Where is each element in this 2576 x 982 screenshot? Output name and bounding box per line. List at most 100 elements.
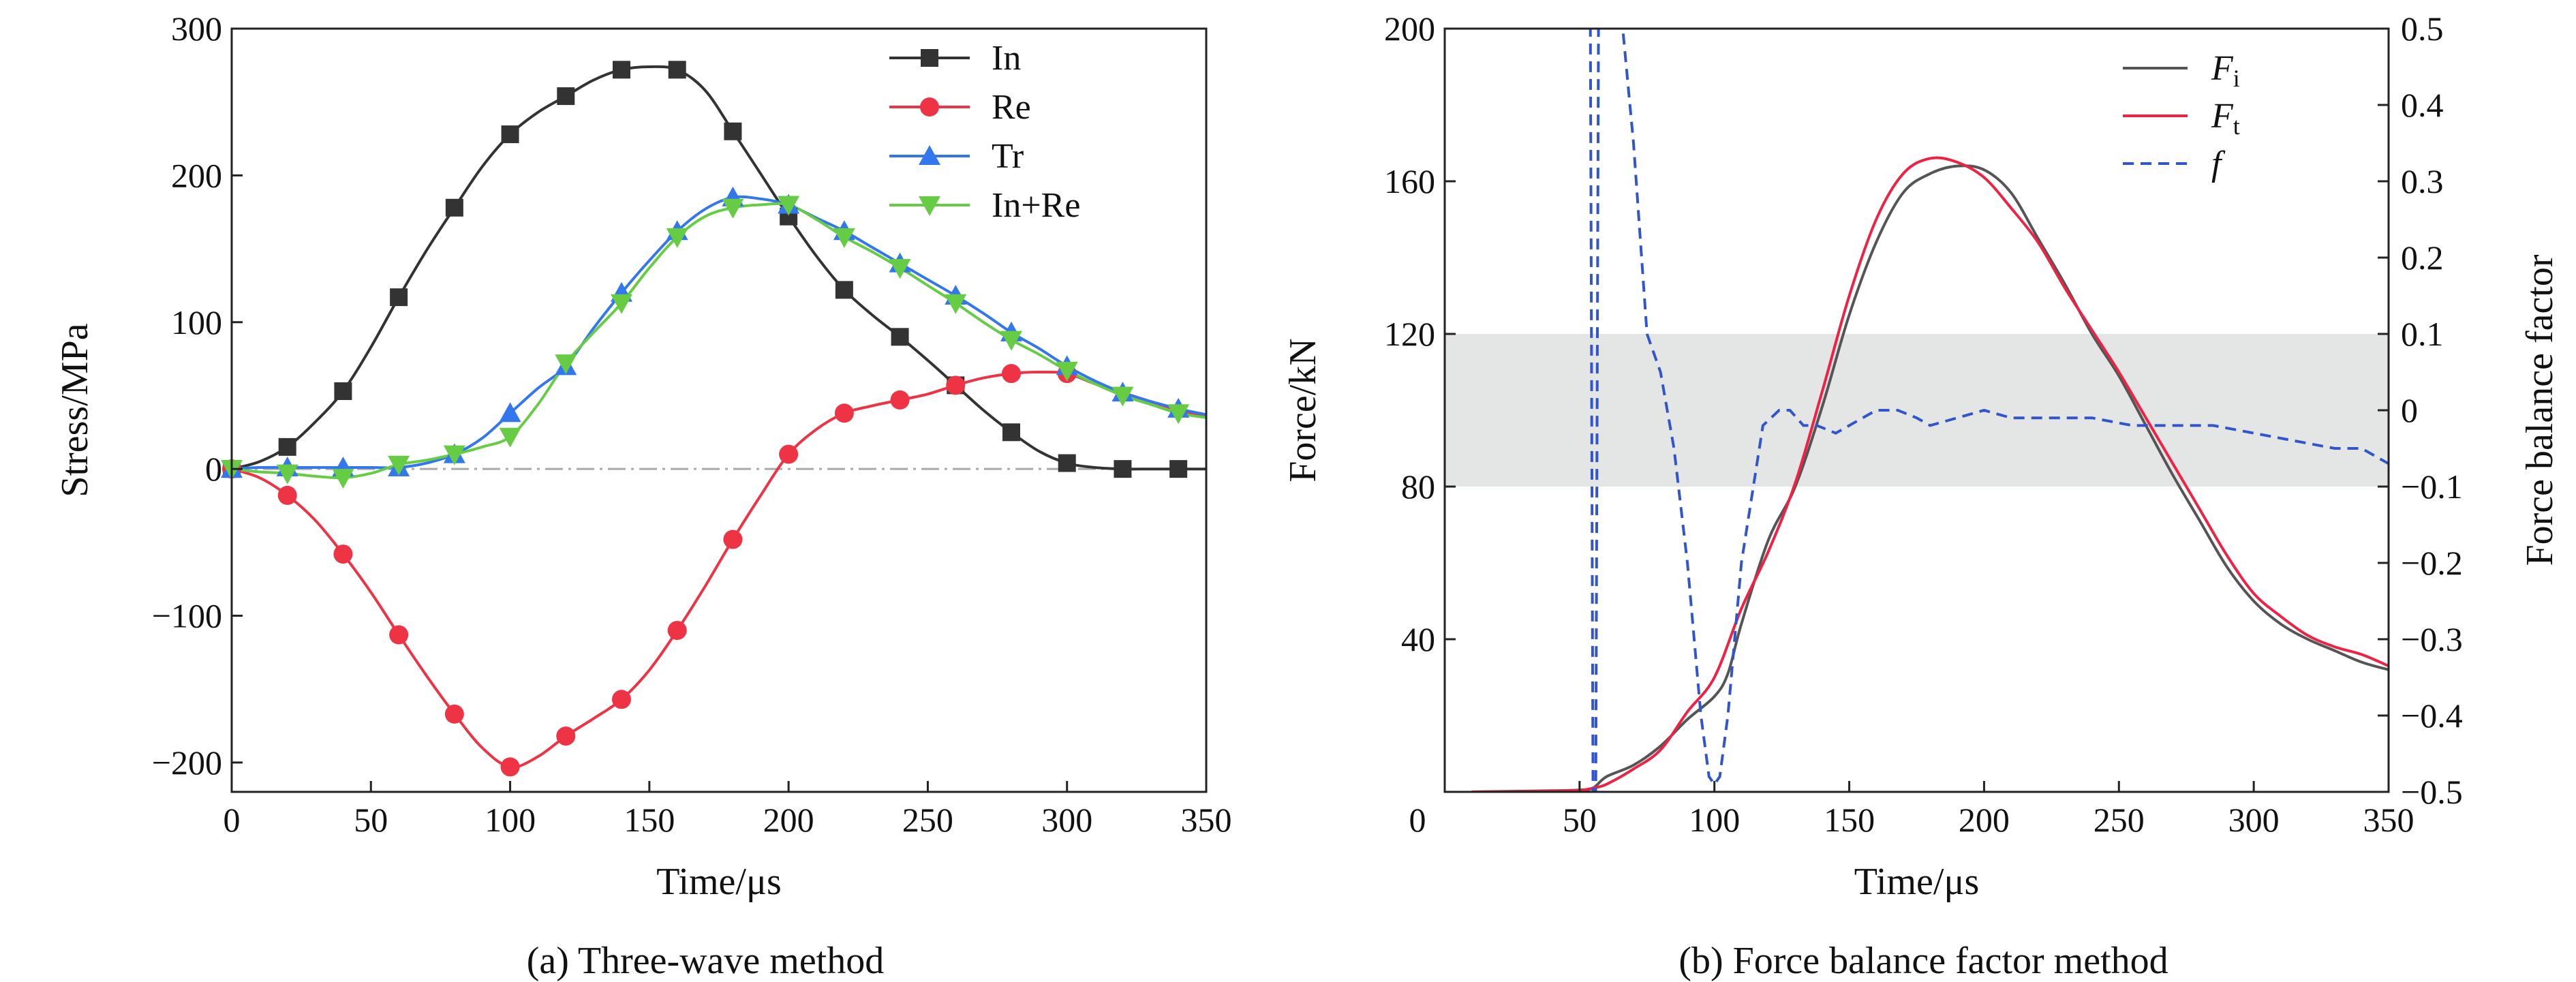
x-tick-label: 50 xyxy=(1563,801,1597,839)
y-right-tick-label: −0.2 xyxy=(2401,544,2463,582)
y-tick-label: 40 xyxy=(1401,620,1435,658)
y-right-tick-label: 0.2 xyxy=(2401,239,2444,277)
data-point-re xyxy=(890,390,910,410)
y-right-tick-label: 0.5 xyxy=(2401,10,2444,48)
data-point-tr xyxy=(499,402,521,423)
data-point-in-plus-re xyxy=(499,427,521,448)
data-point-in-plus-re xyxy=(276,464,298,485)
data-point-re xyxy=(946,375,966,395)
data-point-in xyxy=(1114,460,1132,478)
data-point-re xyxy=(1002,364,1021,384)
legend-marker xyxy=(919,145,940,165)
y-tick-label: 200 xyxy=(1384,10,1435,48)
legend-label: Re xyxy=(992,88,1031,127)
caption-a: (a) Three-wave method xyxy=(527,940,884,982)
caption-b: (b) Force balance factor method xyxy=(1678,940,2168,982)
legend-label: Tr xyxy=(992,137,1024,176)
data-point-in xyxy=(334,382,352,400)
data-point-re xyxy=(834,403,854,423)
data-point-in-plus-re xyxy=(1167,404,1190,425)
data-point-re xyxy=(556,726,576,746)
legend-label: f xyxy=(2211,144,2226,183)
data-point-in-plus-re xyxy=(778,196,800,216)
data-point-re xyxy=(333,544,353,564)
data-point-in-plus-re xyxy=(443,445,465,465)
series-line-ft xyxy=(1471,156,2389,792)
legend-label: In+Re xyxy=(992,186,1080,225)
y-right-tick-label: 0 xyxy=(2401,391,2418,429)
legend-a: In Re Tr In+Re xyxy=(889,39,1080,225)
data-point-re xyxy=(667,621,687,641)
balance-band xyxy=(1445,334,2389,487)
legend-marker xyxy=(921,49,938,67)
y-tick-label: 200 xyxy=(171,156,222,194)
x-tick-label: 200 xyxy=(763,801,814,839)
data-point-re xyxy=(500,757,520,777)
series-line-factor xyxy=(1589,29,2389,792)
y-axis-title: Stress/MPa xyxy=(54,323,96,497)
chart-a: 0 50 100 150 200 250 300 350 −200 −100 0 100 200 300 T… xyxy=(54,10,1232,982)
x-tick-label: 150 xyxy=(624,801,675,839)
data-point-in xyxy=(501,125,519,144)
legend-label: Ft xyxy=(2211,97,2240,140)
legend-marker xyxy=(919,196,940,216)
x-tick-label: 350 xyxy=(1181,801,1232,839)
data-point-in xyxy=(891,328,909,346)
data-point-in xyxy=(1002,423,1020,442)
y-tick-label: 80 xyxy=(1401,467,1435,506)
series-line-fi xyxy=(1471,164,2389,792)
x-tick-label: 0 xyxy=(224,801,241,839)
data-point-in xyxy=(668,61,686,79)
chart-a-plot xyxy=(232,65,1206,769)
y-right-tick-label: −0.1 xyxy=(2401,467,2463,506)
chart-b-plot xyxy=(1471,29,2389,792)
data-point-re xyxy=(389,625,409,645)
x-tick-label: 350 xyxy=(2363,801,2414,839)
x-axis-title: Time/μs xyxy=(656,861,782,903)
legend-b: Fi Ft f xyxy=(2123,49,2240,183)
chart-b: 50 100 150 200 250 300 350 0 40 80 120 160 200 −0.5 −0… xyxy=(1282,10,2561,982)
x-tick-label: 150 xyxy=(1824,801,1875,839)
data-point-in-plus-re xyxy=(388,455,410,476)
y-tick-label: −200 xyxy=(152,743,222,782)
data-point-in-plus-re xyxy=(666,228,688,248)
x-tick-label: 300 xyxy=(2228,801,2280,839)
data-point-in-plus-re xyxy=(889,259,911,279)
legend-subscript: t xyxy=(2233,112,2240,140)
data-point-in xyxy=(278,438,296,456)
x-tick-label: 250 xyxy=(2094,801,2145,839)
data-point-in xyxy=(724,122,742,140)
data-point-in-plus-re xyxy=(722,198,744,219)
y-right-tick-label: 0.3 xyxy=(2401,162,2444,200)
data-point-in-plus-re xyxy=(555,354,577,375)
legend-marker xyxy=(920,97,939,117)
y-right-tick-label: −0.5 xyxy=(2401,773,2463,811)
data-point-re xyxy=(779,444,799,464)
series-line-in-plus-re xyxy=(232,202,1206,480)
data-point-in-plus-re xyxy=(1000,331,1022,351)
x-tick-label: 300 xyxy=(1041,801,1092,839)
data-point-in-plus-re xyxy=(332,469,354,489)
data-point-in-plus-re xyxy=(1111,386,1134,407)
origin-label: 0 xyxy=(1409,801,1426,839)
y-tick-label: 160 xyxy=(1384,162,1435,200)
x-tick-label: 100 xyxy=(1689,801,1740,839)
legend-subscript: i xyxy=(2233,65,2240,92)
data-point-in xyxy=(390,288,408,307)
chart-a-frame xyxy=(230,27,1208,793)
data-point-re xyxy=(612,690,631,709)
data-point-re xyxy=(444,704,464,724)
legend-label: Fi xyxy=(2211,49,2240,92)
y-tick-label: 300 xyxy=(171,10,222,48)
data-point-in-plus-re xyxy=(1056,361,1078,382)
x-tick-label: 200 xyxy=(1959,801,2010,839)
data-point-re xyxy=(277,485,297,505)
legend-label: In xyxy=(992,39,1021,78)
data-point-in xyxy=(557,87,575,106)
y-right-tick-label: 0.1 xyxy=(2401,315,2444,353)
y-right-tick-label: 0.4 xyxy=(2401,86,2444,124)
x-tick-label: 50 xyxy=(354,801,388,839)
x-tick-label: 100 xyxy=(485,801,536,839)
data-point-in xyxy=(445,198,463,217)
